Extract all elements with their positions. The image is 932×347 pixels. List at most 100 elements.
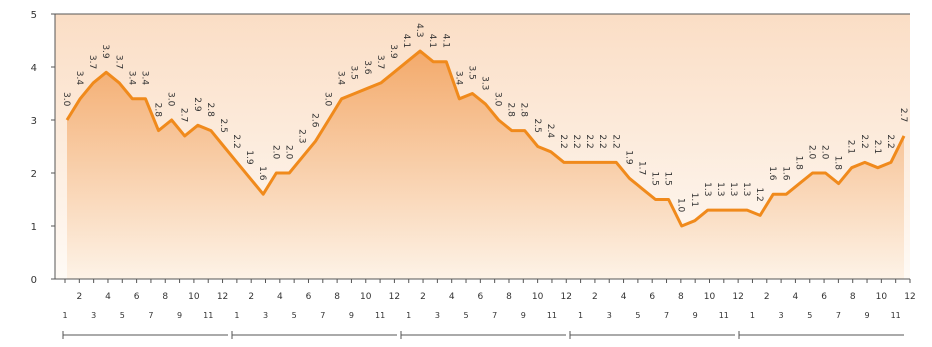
x-tick-label-even: 10 bbox=[876, 292, 888, 302]
data-label: 3.7 bbox=[113, 55, 123, 69]
x-tick-label-even: 10 bbox=[360, 292, 372, 302]
x-tick-label-even: 12 bbox=[217, 292, 228, 302]
x-tick-label-odd: 7 bbox=[836, 311, 841, 320]
data-label: 1.5 bbox=[663, 171, 673, 185]
y-tick-label: 2 bbox=[31, 169, 37, 180]
data-label: 2.5 bbox=[218, 119, 228, 133]
x-tick-label-even: 8 bbox=[850, 292, 856, 302]
data-label: 3.4 bbox=[453, 71, 463, 86]
x-tick-label-even: 6 bbox=[306, 292, 312, 302]
x-tick-label-odd: 1 bbox=[62, 311, 67, 320]
x-tick-label-even: 12 bbox=[561, 292, 572, 302]
data-label: 2.0 bbox=[270, 145, 280, 160]
data-label: 3.7 bbox=[87, 55, 97, 69]
x-tick-label-odd: 3 bbox=[435, 311, 440, 320]
x-tick-label-odd: 9 bbox=[177, 311, 182, 320]
x-tick-label-odd: 9 bbox=[693, 311, 698, 320]
data-label: 4.1 bbox=[401, 34, 411, 48]
x-tick-label-odd: 5 bbox=[635, 311, 640, 320]
x-tick-label-even: 10 bbox=[188, 292, 200, 302]
x-tick-label-odd: 7 bbox=[320, 311, 325, 320]
data-label: 2.1 bbox=[872, 140, 882, 154]
x-tick-label-odd: 11 bbox=[203, 311, 213, 320]
data-label: 3.7 bbox=[375, 55, 385, 69]
data-label: 2.6 bbox=[310, 113, 320, 128]
data-label: 1.6 bbox=[767, 166, 777, 181]
x-tick-label-even: 12 bbox=[732, 292, 743, 302]
x-tick-label-even: 10 bbox=[532, 292, 544, 302]
data-label: 3.9 bbox=[388, 44, 398, 59]
x-tick-label-odd: 7 bbox=[148, 311, 153, 320]
x-tick-label-even: 2 bbox=[764, 292, 770, 302]
data-label: 2.2 bbox=[571, 134, 581, 148]
x-tick-label-odd: 5 bbox=[120, 311, 125, 320]
data-label: 3.0 bbox=[166, 92, 176, 107]
x-tick-label-even: 8 bbox=[678, 292, 684, 302]
data-label: 3.0 bbox=[61, 92, 71, 107]
x-tick-label-even: 4 bbox=[793, 292, 799, 302]
x-tick-label-odd: 3 bbox=[779, 311, 784, 320]
y-tick-label: 1 bbox=[31, 222, 37, 233]
data-labels: 3.03.43.73.93.73.4 3.42.83.02.72.9 2.82.52… bbox=[61, 23, 908, 212]
x-tick-label-even: 8 bbox=[162, 292, 168, 302]
data-label: 1.1 bbox=[689, 193, 699, 207]
x-tick-label-even: 4 bbox=[449, 292, 455, 302]
data-label: 1.2 bbox=[754, 187, 764, 201]
x-tick-label-odd: 5 bbox=[463, 311, 468, 320]
x-tick-label-even: 4 bbox=[621, 292, 627, 302]
data-label: 2.8 bbox=[153, 103, 163, 118]
data-label: 1.5 bbox=[650, 172, 660, 186]
data-label: 1.3 bbox=[702, 182, 712, 196]
x-tick-label-odd: 7 bbox=[492, 311, 497, 320]
data-label: 3.0 bbox=[493, 92, 503, 107]
data-label: 3.5 bbox=[466, 66, 476, 80]
x-tick-label-even: 2 bbox=[76, 292, 82, 302]
data-label: 2.3 bbox=[296, 129, 306, 143]
y-tick-label: 5 bbox=[31, 10, 37, 21]
data-label: 2.2 bbox=[597, 134, 607, 148]
x-tick-label-even: 2 bbox=[420, 292, 426, 302]
data-label: 2.7 bbox=[898, 108, 908, 122]
data-label: 1.8 bbox=[793, 156, 803, 171]
y-tick-label: 0 bbox=[31, 275, 37, 286]
x-tick-label-odd: 3 bbox=[91, 311, 96, 320]
data-label: 2.2 bbox=[859, 134, 869, 148]
x-tick-label-odd: 11 bbox=[719, 311, 729, 320]
x-tick-label-odd: 9 bbox=[349, 311, 354, 320]
x-tick-label-even: 2 bbox=[248, 292, 254, 302]
x-tick-label-even: 12 bbox=[904, 292, 915, 302]
x-tick-label-odd: 11 bbox=[547, 311, 557, 320]
data-label: 1.3 bbox=[741, 182, 751, 196]
data-label: 2.2 bbox=[610, 134, 620, 148]
data-label: 3.5 bbox=[349, 66, 359, 80]
data-label: 3.4 bbox=[336, 71, 346, 86]
x-tick-label-even: 8 bbox=[334, 292, 340, 302]
x-tick-label-even: 6 bbox=[134, 292, 140, 302]
x-tick-label-odd: 3 bbox=[263, 311, 268, 320]
data-label: 1.3 bbox=[715, 182, 725, 196]
x-tick-label-even: 8 bbox=[506, 292, 512, 302]
series-line-path bbox=[65, 49, 906, 228]
data-label: 1.3 bbox=[728, 182, 738, 196]
x-tick-label-odd: 1 bbox=[234, 311, 239, 320]
x-tick-label-odd: 9 bbox=[521, 311, 526, 320]
data-label: 1.6 bbox=[780, 166, 790, 181]
data-label: 4.1 bbox=[440, 34, 450, 48]
data-label: 1.9 bbox=[623, 150, 633, 165]
data-label: 1.7 bbox=[636, 161, 646, 175]
data-label: 3.4 bbox=[126, 71, 136, 86]
data-label: 2.2 bbox=[584, 134, 594, 148]
data-label: 4.1 bbox=[427, 34, 437, 48]
data-label: 2.8 bbox=[205, 103, 215, 118]
x-tick-label-even: 10 bbox=[704, 292, 716, 302]
x-tick-label-even: 2 bbox=[592, 292, 598, 302]
data-label: 2.4 bbox=[545, 124, 555, 139]
data-label: 2.0 bbox=[807, 145, 817, 160]
data-label: 2.9 bbox=[192, 97, 202, 112]
data-label: 2.1 bbox=[846, 140, 856, 154]
data-label: 1.6 bbox=[257, 166, 267, 181]
x-tick-label-odd: 1 bbox=[750, 311, 755, 320]
data-label: 2.0 bbox=[820, 145, 830, 160]
